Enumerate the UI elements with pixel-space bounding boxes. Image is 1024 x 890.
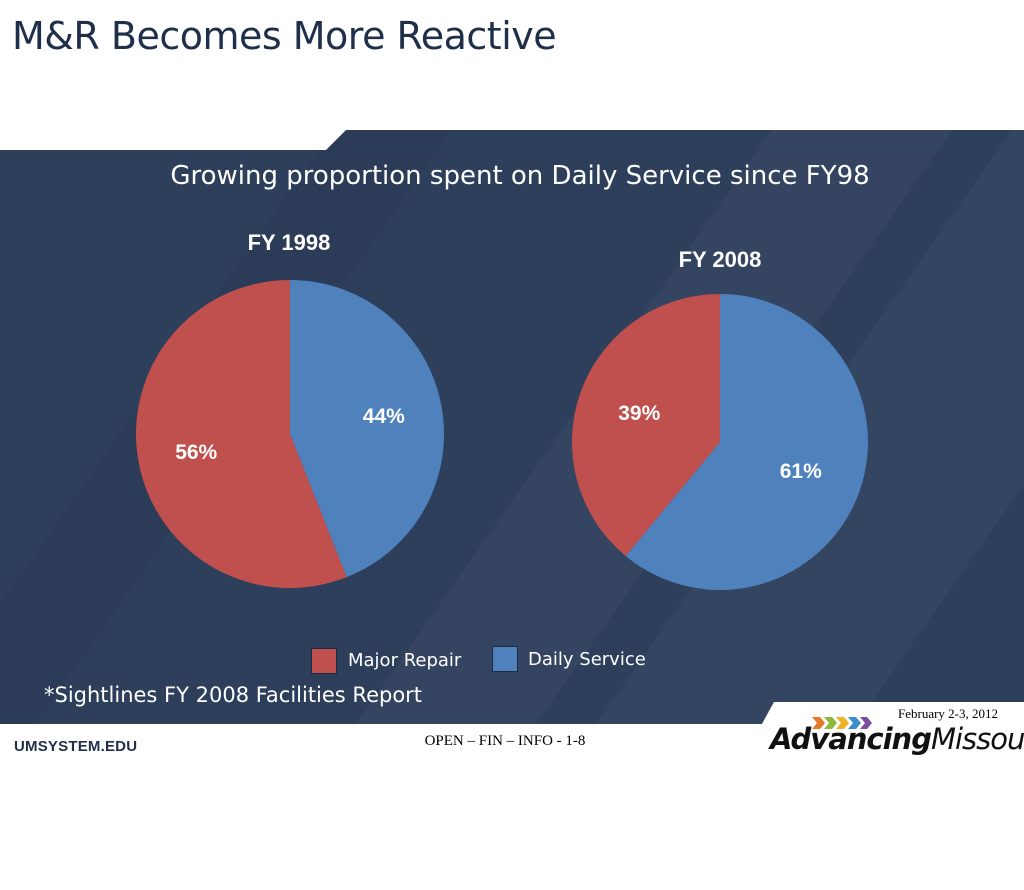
legend-swatch-major-repair bbox=[311, 648, 337, 674]
chart-subtitle: Growing proportion spent on Daily Servic… bbox=[170, 161, 870, 191]
data-label-fy-2008-major-repair: 39% bbox=[618, 402, 660, 425]
legend-label-daily-service: Daily Service bbox=[528, 649, 646, 670]
legend-swatch-daily-service bbox=[492, 646, 518, 672]
legend-label-major-repair: Major Repair bbox=[348, 650, 462, 671]
logo-text-bold: Advancing bbox=[770, 722, 932, 756]
slide-title: M&R Becomes More Reactive bbox=[12, 14, 557, 58]
pie-slice-fy-2008-daily-service bbox=[625, 294, 869, 590]
footer-slide-code: OPEN – FIN – INFO - 1-8 bbox=[424, 733, 586, 749]
advancing-missouri-logo: AdvancingMissouri bbox=[770, 722, 1024, 756]
footer-site: UMSYSTEM.EDU bbox=[14, 738, 138, 755]
logo-text-light: Missouri bbox=[930, 722, 1024, 756]
logo-chevrons-icon bbox=[812, 717, 872, 729]
pie-charts: 44% 56% 61% 39% bbox=[136, 280, 869, 590]
data-label-fy-1998-major-repair: 56% bbox=[175, 441, 217, 464]
pie-slice-fy-1998-daily-service bbox=[290, 280, 445, 578]
footnote: *Sightlines FY 2008 Facilities Report bbox=[44, 683, 423, 707]
pie-title-fy2008: FY 2008 bbox=[678, 247, 762, 272]
data-label-fy-2008-daily-service: 61% bbox=[780, 460, 822, 483]
footer-date: February 2-3, 2012 bbox=[897, 706, 998, 721]
pie-title-fy1998: FY 1998 bbox=[247, 230, 331, 255]
pie-slice-fy-2008-major-repair bbox=[572, 294, 720, 557]
pie-slice-fy-1998-major-repair bbox=[136, 280, 347, 588]
data-label-fy-1998-daily-service: 44% bbox=[363, 405, 405, 428]
